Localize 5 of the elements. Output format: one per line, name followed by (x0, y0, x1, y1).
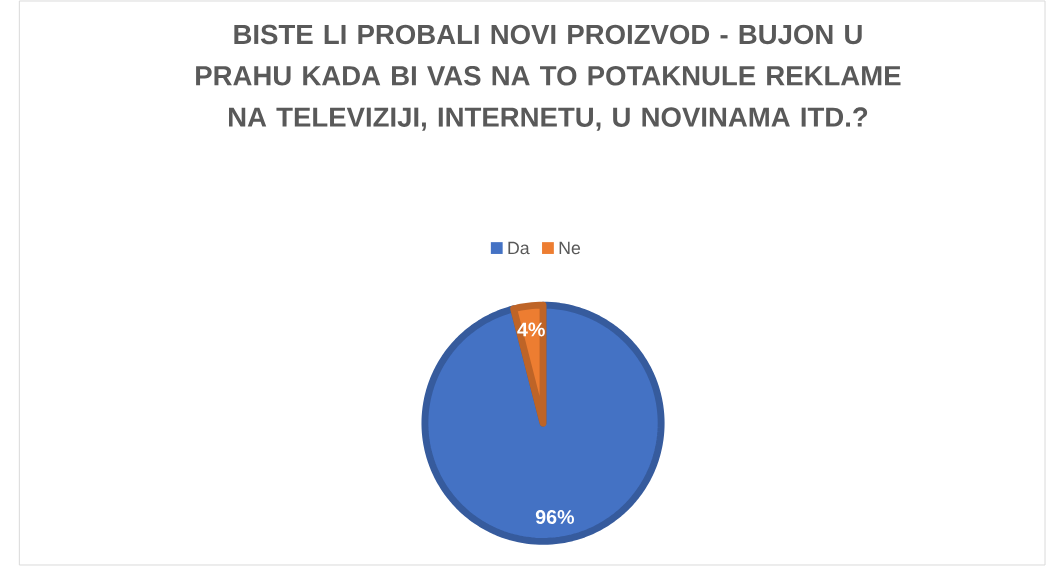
data-label: 4% (517, 322, 545, 337)
legend-label: Da (508, 241, 530, 255)
legend-label: Ne (559, 241, 581, 255)
chart-title: BISTE LI PROBALI NOVI PROIZVOD - BUJON U PRAHU KADA BI VAS NA TO POTAKNULE REKLAME NA TELEVIZIJI, INTERNETU, U NOVINAMA ITD.? (196, 24, 901, 131)
data-label: 96% (535, 510, 575, 524)
